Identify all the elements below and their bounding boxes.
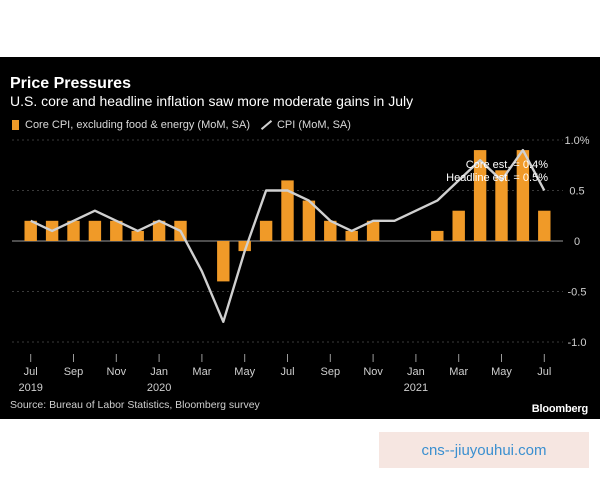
- legend-bar-swatch: [12, 120, 19, 130]
- x-tick-label: Nov: [363, 366, 383, 378]
- y-tick-label: -1.0: [568, 337, 587, 349]
- core-cpi-bar: [431, 230, 444, 241]
- x-tick-label: Nov: [107, 366, 127, 378]
- brand-logo: Bloomberg: [531, 403, 588, 415]
- core-cpi-bar: [131, 230, 144, 241]
- core-cpi-bar: [324, 220, 337, 241]
- core-cpi-bar: [302, 200, 316, 241]
- core-cpi-bar: [217, 241, 230, 282]
- x-year-label: 2019: [18, 382, 42, 394]
- chart-title: Price Pressures: [10, 75, 131, 92]
- estimate-annotation: Headline est. = 0.5%: [446, 172, 548, 184]
- core-cpi-bar: [110, 220, 123, 241]
- line-series: [30, 148, 546, 323]
- y-tick-label: 0: [574, 236, 580, 248]
- x-tick-label: Jul: [24, 366, 38, 378]
- core-cpi-bar: [452, 210, 465, 241]
- core-cpi-bar: [473, 150, 487, 241]
- y-tick-label: -0.5: [568, 287, 587, 299]
- x-tick-label: May: [491, 366, 512, 378]
- chart-panel: Price Pressures U.S. core and headline i…: [0, 57, 600, 419]
- core-cpi-bar: [345, 230, 358, 241]
- core-cpi-bar: [281, 180, 294, 241]
- core-cpi-bar: [495, 170, 508, 241]
- cpi-line: [30, 148, 546, 323]
- estimate-annotation: Core est. = 0.4%: [466, 159, 548, 171]
- source-note: Source: Bureau of Labor Statistics, Bloo…: [10, 399, 260, 411]
- core-cpi-bar: [516, 150, 530, 241]
- x-tick-label: Jul: [537, 366, 551, 378]
- x-tick-label: Mar: [449, 366, 468, 378]
- core-cpi-bar: [67, 220, 80, 241]
- core-cpi-bar: [24, 220, 37, 241]
- legend: Core CPI, excluding food & energy (MoM, …: [12, 119, 351, 131]
- x-tick-label: Jul: [280, 366, 294, 378]
- core-cpi-bar: [366, 220, 380, 241]
- chart-plot: 1.0% 0.5 0 -0.5 -1.0 Jul 2019 Sep Nov Jan 2020 Mar…: [12, 135, 590, 394]
- core-cpi-bar: [538, 210, 551, 241]
- annotations: Core est. = 0.4%Headline est. = 0.5%: [446, 159, 548, 184]
- legend-core-label: Core CPI, excluding food & energy (MoM, …: [25, 119, 250, 131]
- watermark: cns--jiuyouhui.com: [379, 432, 589, 468]
- y-tick-label: 1.0%: [564, 135, 589, 147]
- core-cpi-bar: [238, 241, 251, 252]
- core-cpi-bar: [88, 220, 102, 241]
- x-tick-label: Mar: [192, 366, 211, 378]
- y-tick-label: 0.5: [569, 186, 584, 198]
- x-tick-label: May: [234, 366, 255, 378]
- x-tick-label: Jan: [150, 366, 168, 378]
- legend-cpi-label: CPI (MoM, SA): [276, 119, 351, 131]
- x-tick-label: Jan: [407, 366, 425, 378]
- core-cpi-bar: [259, 220, 273, 241]
- core-cpi-bar: [152, 220, 166, 241]
- x-axis: Jul 2019 Sep Nov Jan 2020 Mar May Jul Sep Nov Jan 20…: [18, 354, 551, 394]
- x-tick-label: Sep: [64, 366, 84, 378]
- x-year-label: 2020: [147, 382, 171, 394]
- x-tick-label: Sep: [321, 366, 341, 378]
- chart-subtitle: U.S. core and headline inflation saw mor…: [10, 93, 414, 109]
- x-year-label: 2021: [404, 382, 428, 394]
- y-axis: 1.0% 0.5 0 -0.5 -1.0: [564, 135, 589, 349]
